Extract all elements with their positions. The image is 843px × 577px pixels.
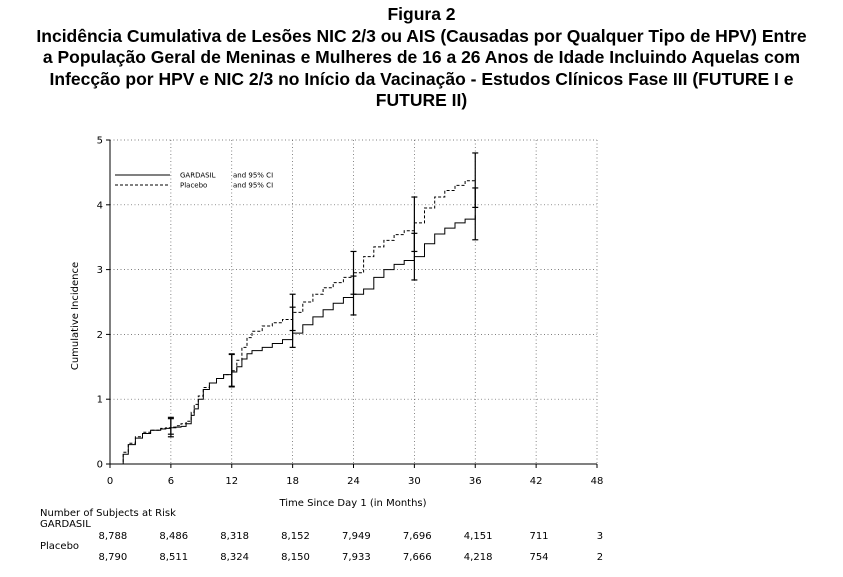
risk-table-cell: 2 — [596, 552, 604, 563]
y-tick-label: 4 — [97, 200, 103, 211]
risk-table-cell: 7,933 — [342, 552, 371, 563]
x-tick-label: 24 — [347, 476, 360, 487]
figure-title-line-1: Incidência Cumulativa de Lesões NIC 2/3 … — [36, 25, 807, 46]
legend-label-placebo: Placebo — [180, 182, 207, 190]
y-tick-label: 5 — [97, 136, 103, 147]
legend-suffix-gardasil: and 95% CI — [233, 172, 273, 180]
x-tick-label: 48 — [591, 476, 604, 487]
risk-table-cell: 711 — [529, 531, 549, 542]
x-tick-label: 0 — [107, 476, 113, 487]
x-axis-title: Time Since Day 1 (in Months) — [278, 498, 426, 509]
chart-legend: GARDASIL and 95% CI Placebo and 95% CI — [115, 172, 273, 190]
risk-table-cell: 3 — [596, 531, 604, 542]
risk-table-cell: 7,949 — [342, 531, 371, 542]
legend-suffix-placebo: and 95% CI — [233, 182, 273, 190]
y-axis-title: Cumulative Incidence — [70, 262, 81, 370]
legend-label-gardasil: GARDASIL — [180, 172, 216, 180]
risk-table-cell: 8,152 — [281, 531, 310, 542]
risk-row-label-placebo: Placebo — [40, 541, 80, 552]
figure-title-block: Figura 2 Incidência Cumulativa de Lesões… — [0, 4, 843, 112]
series-line-placebo — [120, 178, 476, 465]
risk-table-cell: 8,318 — [220, 531, 249, 542]
figure-title-line-2: a População Geral de Meninas e Mulheres … — [42, 47, 801, 67]
figure-title-line-3: Infecção por HPV e NIC 2/3 no Início da … — [49, 68, 794, 89]
risk-table-cell: 4,218 — [463, 552, 493, 563]
x-tick-label: 30 — [408, 476, 421, 487]
x-tick-label: 6 — [168, 476, 174, 487]
y-tick-label: 1 — [97, 395, 103, 406]
x-tick-label: 18 — [286, 476, 299, 487]
risk-table-cell: 7,666 — [402, 552, 432, 563]
risk-table-cell: 8,486 — [159, 531, 189, 542]
risk-row-label-gardasil: GARDASIL — [40, 519, 91, 530]
risk-table-cell: 8,324 — [220, 552, 249, 563]
chart-series — [120, 152, 479, 465]
figure-title-line-4: FUTURE II) — [375, 90, 468, 110]
x-tick-label: 42 — [530, 476, 543, 487]
risk-table-cell: 8,511 — [159, 552, 189, 563]
x-tick-label: 12 — [225, 476, 238, 487]
y-tick-label: 2 — [97, 330, 103, 341]
x-tick-label: 36 — [469, 476, 482, 487]
y-tick-label: 3 — [97, 265, 103, 276]
risk-table-cell: 7,696 — [402, 531, 432, 542]
risk-table-cell: 8,150 — [281, 552, 310, 563]
risk-table-cell: 8,788 — [98, 531, 128, 542]
risk-table-cell: 8,790 — [98, 552, 128, 563]
risk-table-cell: 754 — [529, 552, 549, 563]
risk-table-header: Number of Subjects at Risk — [40, 508, 176, 519]
figure-label: Figura 2 — [387, 4, 456, 24]
y-tick-label: 0 — [97, 460, 103, 471]
risk-table-cell: 4,151 — [463, 531, 493, 542]
